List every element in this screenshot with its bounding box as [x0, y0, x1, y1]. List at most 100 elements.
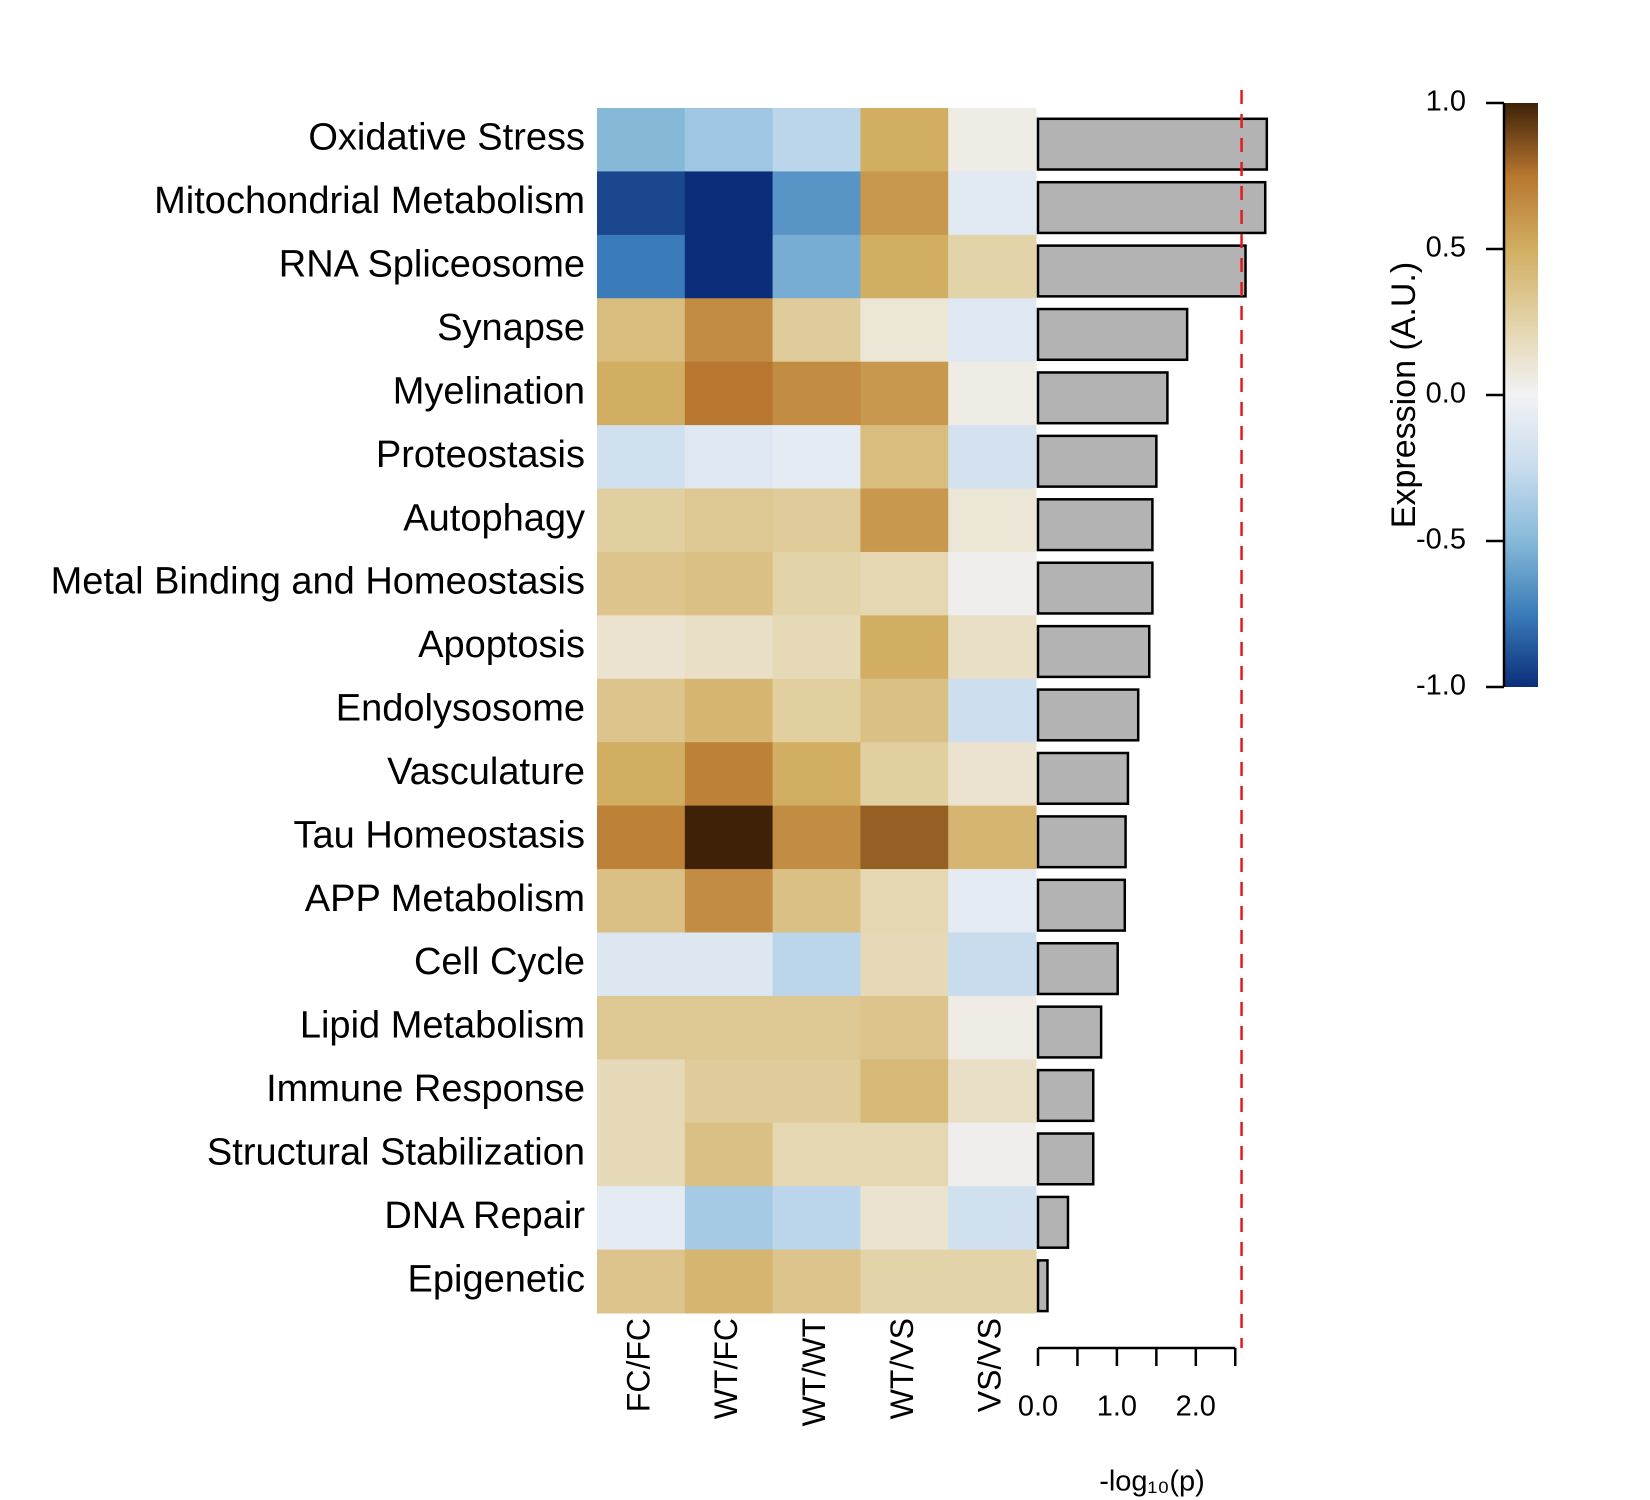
- colorbar-tick-label: -0.5: [1416, 524, 1466, 556]
- row-label: Autophagy: [403, 497, 585, 539]
- heat-cell: [597, 742, 686, 807]
- heat-cell: [597, 995, 686, 1060]
- heat-cell: [948, 488, 1037, 553]
- heat-cell: [948, 361, 1037, 426]
- heat-cell: [772, 488, 861, 553]
- heat-cell: [684, 1249, 774, 1314]
- row-label: RNA Spliceosome: [279, 244, 585, 286]
- heat-cell: [684, 551, 774, 616]
- heat-cell: [684, 995, 774, 1060]
- heat-cell: [597, 361, 686, 426]
- x-tick-label: 1.0: [1097, 1391, 1137, 1423]
- heat-cell: [948, 742, 1037, 807]
- row-label: Metal Binding and Homeostasis: [51, 561, 585, 603]
- heat-cell: [860, 869, 949, 933]
- bar: [1036, 878, 1127, 932]
- row-label: Endolysosome: [336, 688, 585, 730]
- heat-cell: [772, 361, 861, 426]
- heat-cell: [684, 742, 774, 807]
- heat-cell: [772, 171, 861, 236]
- row-label: Structural Stabilization: [207, 1131, 585, 1173]
- heat-cell: [597, 234, 686, 299]
- heat-cell: [684, 678, 774, 743]
- row-label: Proteostasis: [376, 434, 585, 476]
- heat-cell: [597, 1059, 686, 1124]
- x-tick-label: 2.0: [1176, 1391, 1216, 1423]
- heat-cell: [948, 171, 1037, 236]
- heat-cell: [684, 298, 774, 363]
- colorbar: [1504, 103, 1538, 687]
- heat-cell: [684, 1186, 774, 1251]
- heat-cell: [684, 615, 774, 680]
- bar: [1036, 1068, 1095, 1123]
- bar: [1036, 1132, 1095, 1186]
- row-label: APP Metabolism: [305, 878, 585, 920]
- heat-cell: [860, 742, 949, 807]
- heat-cell: [860, 551, 949, 616]
- heat-cell: [772, 108, 861, 172]
- x-axis-label: -log₁₀(p): [1099, 1466, 1205, 1498]
- heat-cell: [948, 869, 1037, 933]
- row-label: Cell Cycle: [414, 941, 585, 983]
- heat-cell: [948, 1249, 1037, 1314]
- heat-cell: [772, 932, 861, 997]
- heat-cell: [597, 805, 686, 870]
- colorbar-tick-label: 0.5: [1426, 232, 1466, 264]
- heat-cell: [772, 869, 861, 933]
- heat-cell: [948, 551, 1037, 616]
- row-label: Epigenetic: [408, 1258, 585, 1300]
- heat-cell: [597, 1122, 686, 1187]
- heat-cell: [948, 678, 1037, 743]
- heat-cell: [772, 995, 861, 1060]
- heat-cell: [772, 234, 861, 299]
- bar: [1036, 1259, 1049, 1313]
- heat-cell: [597, 108, 686, 172]
- bar: [1036, 180, 1267, 235]
- bar: [1036, 815, 1127, 869]
- heat-cell: [684, 1122, 774, 1187]
- heat-cell: [684, 108, 774, 172]
- row-label: Lipid Metabolism: [300, 1005, 585, 1047]
- heat-cell: [684, 869, 774, 933]
- heat-cell: [772, 742, 861, 807]
- heat-cell: [772, 1249, 861, 1314]
- heat-cell: [597, 1249, 686, 1314]
- heat-cell: [597, 488, 686, 553]
- heat-cell: [860, 1122, 949, 1187]
- heat-cell: [860, 615, 949, 680]
- heat-cell: [948, 234, 1037, 299]
- bar: [1036, 688, 1140, 742]
- heat-cell: [597, 425, 686, 490]
- heat-cell: [684, 171, 774, 236]
- heat-cell: [597, 298, 686, 363]
- heat-cell: [860, 678, 949, 743]
- heat-cell: [684, 361, 774, 426]
- bar: [1036, 307, 1189, 362]
- heat-cell: [948, 1186, 1037, 1251]
- heat-cell: [772, 678, 861, 743]
- heat-cell: [860, 1186, 949, 1251]
- heat-cell: [860, 361, 949, 426]
- heat-cell: [860, 1059, 949, 1124]
- heat-cell: [684, 488, 774, 553]
- colorbar-tick-label: -1.0: [1416, 670, 1466, 702]
- bar: [1036, 498, 1154, 552]
- column-label: WT/WT: [796, 1318, 832, 1426]
- heat-cell: [860, 108, 949, 172]
- column-label: WT/FC: [708, 1318, 744, 1419]
- heat-cell: [772, 1186, 861, 1251]
- colorbar-tick-label: 0.0: [1426, 378, 1466, 410]
- row-label: Vasculature: [387, 751, 585, 793]
- heat-cell: [772, 425, 861, 490]
- heat-cell: [948, 995, 1037, 1060]
- heat-cell: [684, 1059, 774, 1124]
- column-label: FC/FC: [620, 1318, 656, 1412]
- heat-cell: [684, 425, 774, 490]
- bar: [1036, 1005, 1103, 1059]
- heat-cell: [948, 425, 1037, 490]
- x-tick-label: 0.0: [1018, 1391, 1058, 1423]
- heat-cell: [948, 298, 1037, 363]
- heat-cell: [597, 551, 686, 616]
- heat-cell: [772, 1059, 861, 1124]
